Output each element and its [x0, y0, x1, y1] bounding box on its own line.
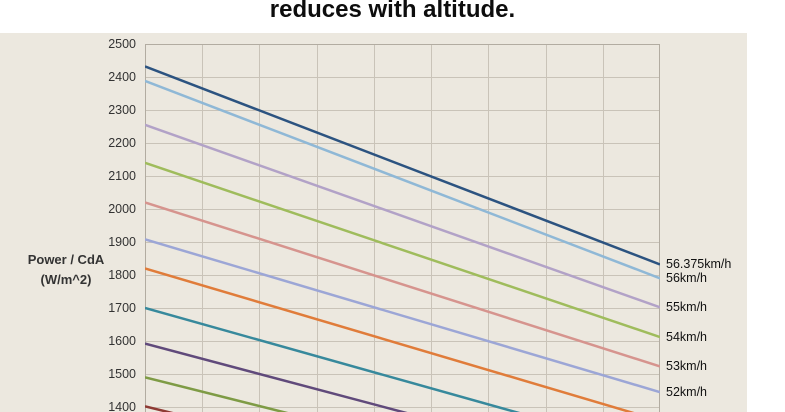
y-tick-label: 1400 — [108, 400, 136, 412]
y-tick-label: 2500 — [108, 37, 136, 51]
series-line — [145, 201, 660, 368]
y-tick-label: 2000 — [108, 202, 136, 216]
y-tick-label: 2300 — [108, 103, 136, 117]
chart-area-background — [0, 33, 747, 412]
y-tick-label: 1700 — [108, 301, 136, 315]
plot-area — [145, 44, 660, 412]
chart-title: reduces with altitude. — [269, 0, 516, 23]
y-tick-label: 1800 — [108, 268, 136, 282]
series-line — [145, 376, 289, 412]
series-label: 52km/h — [666, 385, 707, 400]
y-tick-label: 1900 — [108, 235, 136, 249]
y-tick-label: 1500 — [108, 367, 136, 381]
plot-border — [145, 44, 660, 412]
series-line — [145, 342, 408, 412]
series-line — [145, 238, 660, 394]
y-tick-label: 1600 — [108, 334, 136, 348]
y-tick-label: 2200 — [108, 136, 136, 150]
series-line — [145, 79, 660, 280]
series-label: 56.375km/h — [666, 257, 732, 272]
series-line — [145, 123, 660, 309]
series-label: 53km/h — [666, 359, 707, 374]
series-label: 55km/h — [666, 300, 707, 315]
y-axis-title: Power / CdA (W/m^2) — [4, 250, 128, 290]
series-line — [145, 306, 521, 412]
series-label: 54km/h — [666, 330, 707, 345]
y-axis-title-line1: Power / CdA — [27, 252, 105, 267]
y-tick-label: 2100 — [108, 169, 136, 183]
y-tick-label: 2400 — [108, 70, 136, 84]
series-line — [145, 161, 660, 339]
series-label: 56km/h — [666, 271, 707, 286]
y-axis-title-line2: (W/m^2) — [40, 272, 92, 287]
series-line — [145, 267, 635, 412]
series-line — [145, 65, 660, 266]
